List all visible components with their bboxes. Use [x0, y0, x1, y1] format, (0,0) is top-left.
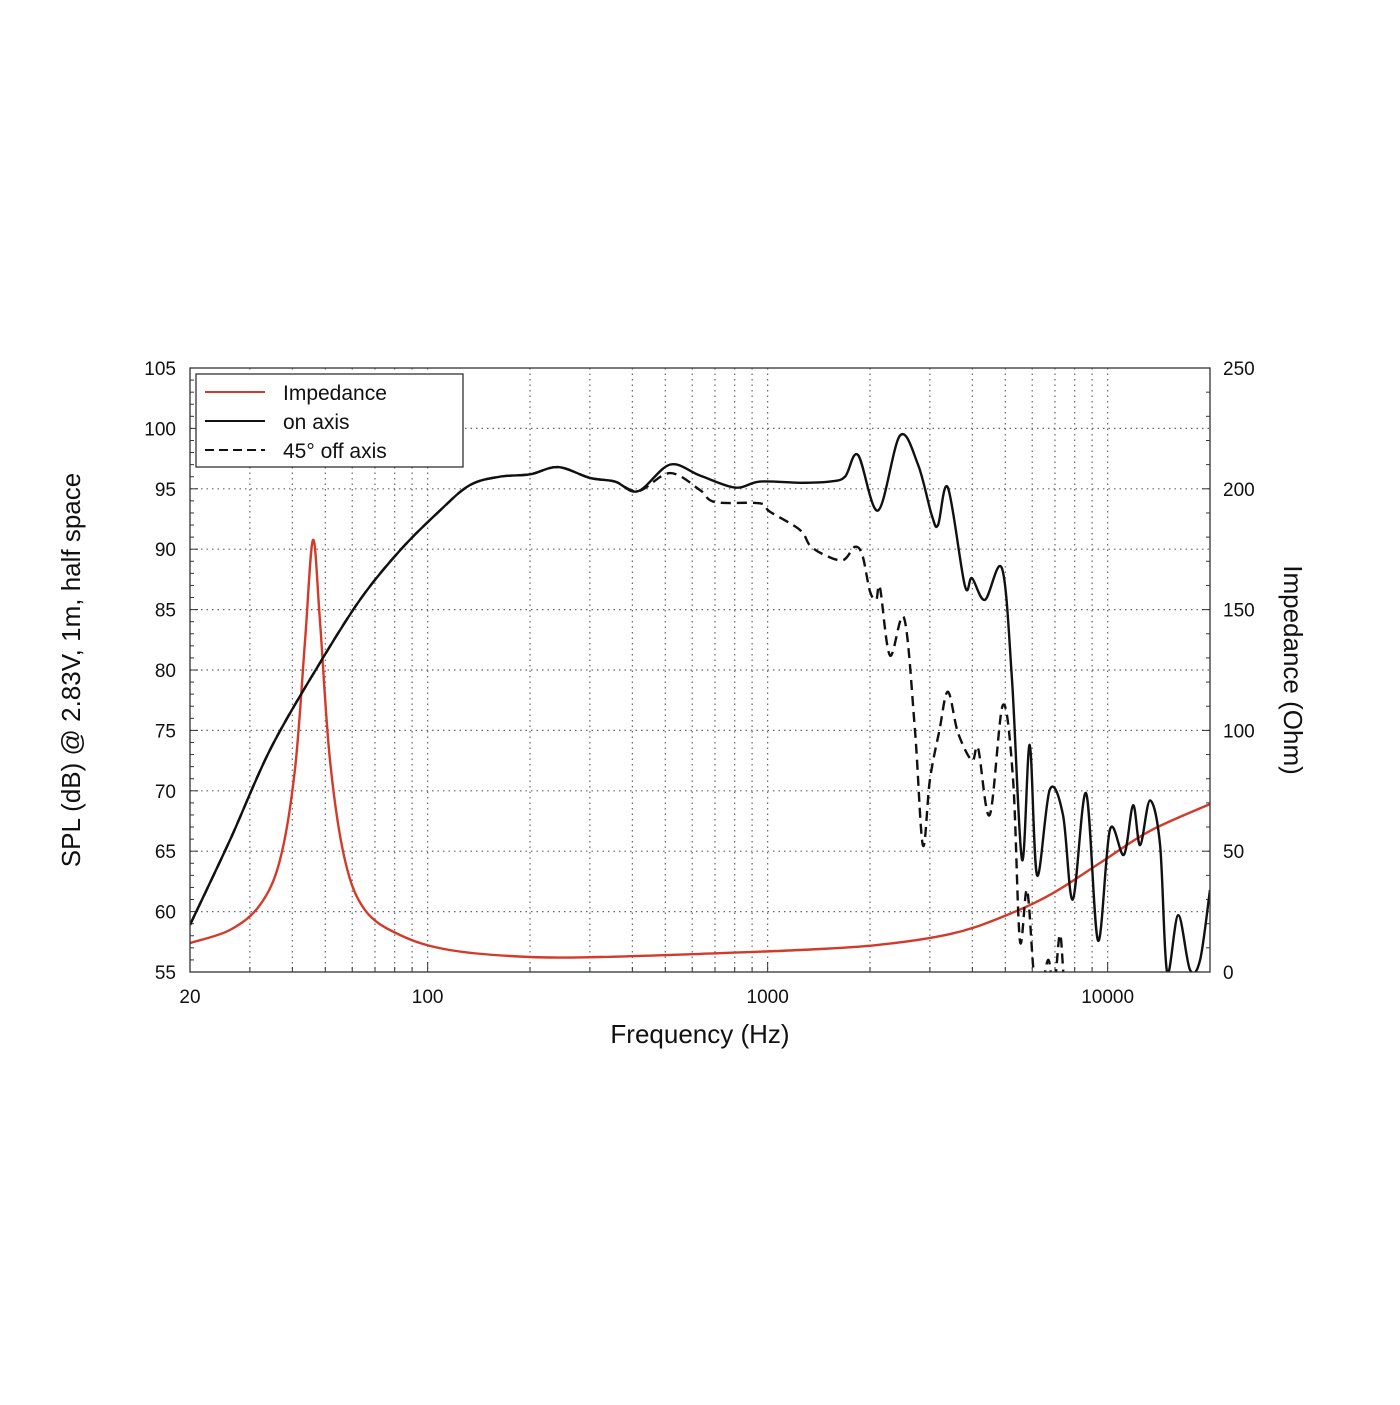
- legend-label-impedance: Impedance: [283, 382, 387, 405]
- y-tick-label: 65: [155, 842, 176, 863]
- y2-axis-title: Impedance (Ohm): [1278, 565, 1308, 775]
- x-tick-label: 1000: [747, 987, 789, 1008]
- series-group: [190, 432, 1210, 972]
- y2-tick-label: 100: [1223, 721, 1255, 742]
- legend: Impedance on axis 45° off axis: [195, 373, 464, 468]
- series-line-45-off-axis: [190, 465, 1065, 972]
- y-tick-label: 70: [155, 782, 176, 803]
- tick-labels: 20 100 1000 10000 55 60 65 70 75 80 85 90 95 100 105 0 5…: [144, 359, 1254, 1008]
- y-tick-label: 90: [155, 540, 176, 561]
- y2-tick-label: 200: [1223, 480, 1255, 501]
- y-tick-label: 95: [155, 480, 176, 501]
- y-tick-label: 55: [155, 963, 176, 984]
- y2-tick-label: 150: [1223, 601, 1255, 622]
- y2-tick-label: 250: [1223, 359, 1255, 380]
- y-tick-label: 100: [144, 419, 176, 440]
- y-axis-title: SPL (dB) @ 2.83V, 1m, half space: [56, 473, 86, 867]
- series-line-impedance: [190, 538, 1210, 959]
- y-tick-label: 60: [155, 903, 176, 924]
- y2-tick-label: 0: [1223, 963, 1234, 984]
- legend-label-on-axis: on axis: [283, 411, 350, 434]
- y-tick-label: 85: [155, 601, 176, 622]
- x-tick-label: 20: [179, 987, 200, 1008]
- plot-frame: [189, 367, 1211, 973]
- y-tick-label: 75: [155, 721, 176, 742]
- y-tick-label: 105: [144, 359, 176, 380]
- x-tick-label: 10000: [1081, 987, 1134, 1008]
- legend-label-off-axis: 45° off axis: [283, 440, 387, 463]
- y-tick-label: 80: [155, 661, 176, 682]
- series-line-on-axis: [190, 432, 1210, 972]
- y2-tick-label: 50: [1223, 842, 1244, 863]
- x-tick-label: 100: [412, 987, 444, 1008]
- x-axis-title: Frequency (Hz): [610, 1019, 789, 1049]
- axis-ticks: [190, 367, 1210, 973]
